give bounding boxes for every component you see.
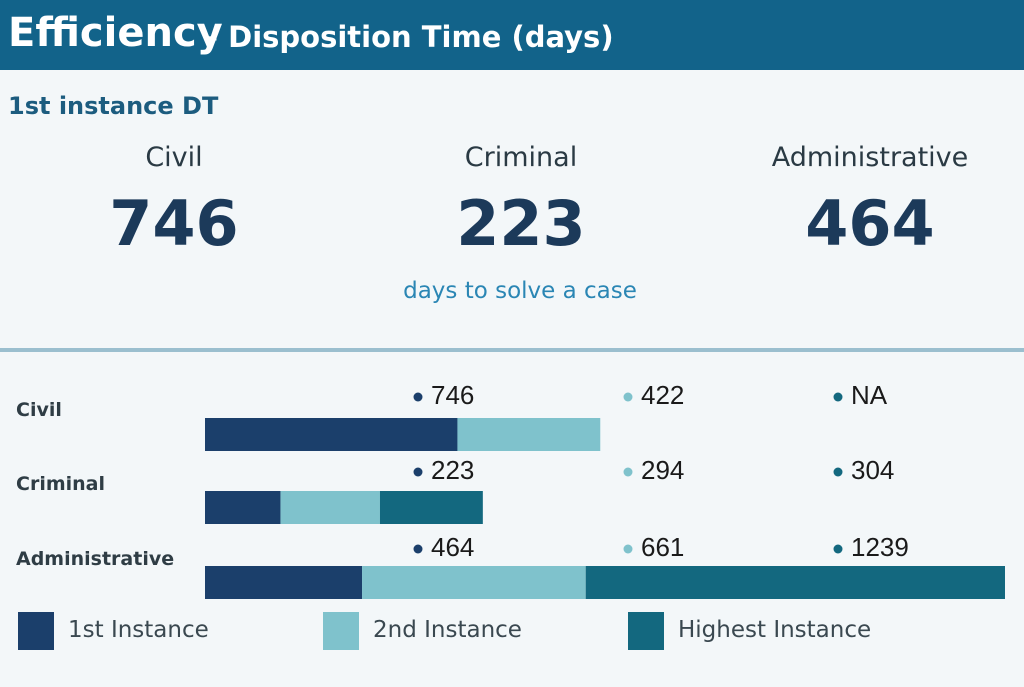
kpi-criminal: Criminal 223 — [371, 140, 671, 266]
value-marker — [623, 392, 633, 402]
kpi-category-label: Administrative — [771, 142, 969, 173]
category-label-criminal: Criminal — [16, 473, 105, 495]
bar-segment-administrative-2nd-instance — [362, 566, 586, 599]
data-label-criminal-2nd-instance: 294 — [641, 455, 684, 485]
data-label-civil-highest-instance: NA — [851, 380, 888, 410]
legend-label: 2nd Instance — [373, 617, 522, 643]
data-label-criminal-1st-instance: 223 — [431, 455, 474, 485]
kpi-category-label: Civil — [145, 142, 203, 173]
data-label-civil-1st-instance: 746 — [431, 380, 474, 410]
data-label-administrative-highest-instance: 1239 — [851, 532, 909, 562]
value-marker — [413, 392, 423, 402]
bar-segment-criminal-2nd-instance — [280, 491, 380, 524]
value-marker — [623, 467, 633, 477]
kpi-value: 746 — [109, 187, 239, 260]
category-label-civil: Civil — [16, 399, 62, 421]
bar-segment-civil-2nd-instance — [457, 418, 601, 451]
header-bar: Efficiency - Disposition Time (days) — [0, 0, 1024, 70]
bar-segment-administrative-highest-instance — [585, 566, 1005, 599]
legend-swatch — [323, 612, 359, 650]
category-label-administrative: Administrative — [16, 548, 174, 570]
legend-label: Highest Instance — [678, 617, 872, 643]
data-label-criminal-highest-instance: 304 — [851, 455, 894, 485]
kpi-category-label: Criminal — [464, 142, 578, 173]
value-marker — [833, 544, 843, 554]
value-marker — [623, 544, 633, 554]
value-marker — [413, 544, 423, 554]
kpi-civil: Civil 746 — [24, 140, 324, 266]
bar-segment-administrative-1st-instance — [205, 566, 363, 599]
section-label: 1st instance DT — [8, 92, 219, 120]
header-subtitle: - Disposition Time (days) — [206, 20, 614, 54]
bar-segment-criminal-highest-instance — [379, 491, 483, 524]
kpi-administrative: Administrative 464 — [720, 140, 1020, 266]
bar-segment-criminal-1st-instance — [205, 491, 281, 524]
data-label-administrative-1st-instance: 464 — [431, 532, 474, 562]
value-marker — [833, 467, 843, 477]
data-label-civil-2nd-instance: 422 — [641, 380, 684, 410]
legend-swatch — [628, 612, 664, 650]
value-marker — [833, 392, 843, 402]
bar-segment-civil-1st-instance — [205, 418, 458, 451]
legend-swatch — [18, 612, 54, 650]
section-divider — [0, 348, 1024, 352]
legend-label: 1st Instance — [68, 617, 209, 643]
kpi-value: 223 — [456, 187, 586, 260]
kpi-value: 464 — [805, 187, 935, 260]
kpi-caption: days to solve a case — [403, 278, 637, 304]
value-marker — [413, 467, 423, 477]
stacked-bar-chart: Civil 746 422 NA Criminal 223 294 304 Administra… — [16, 380, 1005, 599]
data-label-administrative-2nd-instance: 661 — [641, 532, 684, 562]
header-title: Efficiency — [8, 10, 223, 56]
